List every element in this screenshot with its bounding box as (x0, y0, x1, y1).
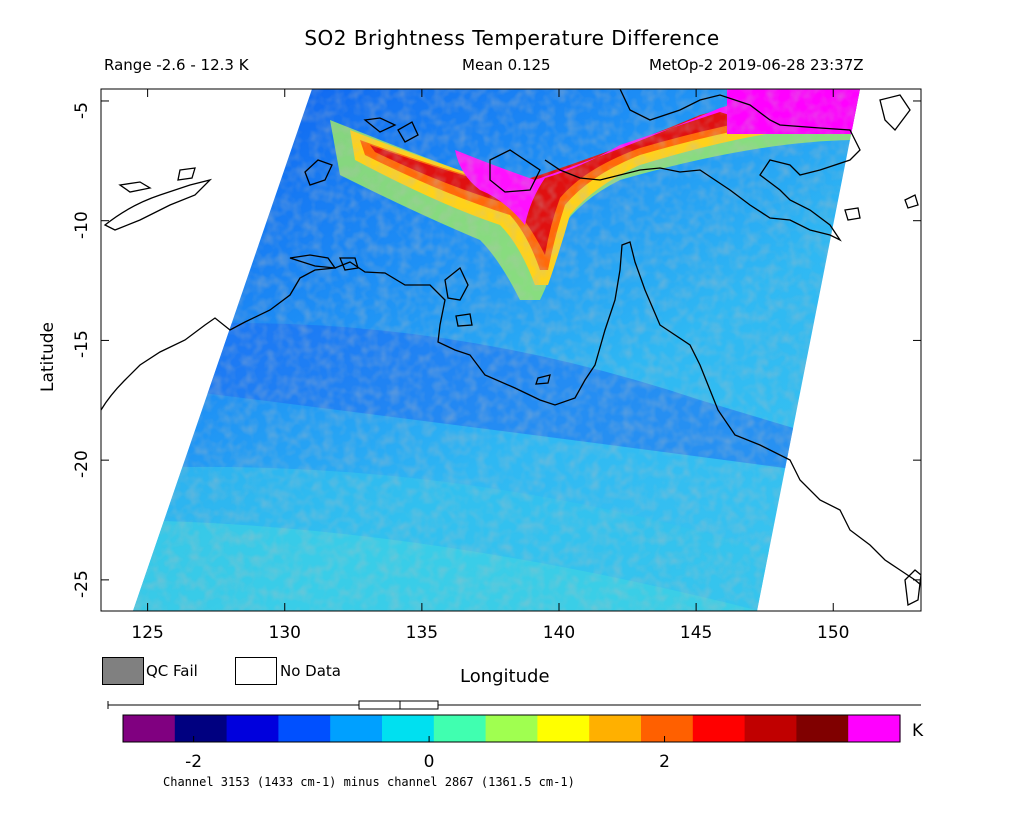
colorbar-segment (278, 715, 331, 742)
colorbar-segment (330, 715, 383, 742)
colorbar-segment (123, 715, 176, 742)
no-data-swatch (235, 657, 277, 685)
y-tick-label: -25 (72, 570, 92, 598)
x-axis-ticks (147, 89, 834, 611)
colorbar-tick-label: 0 (423, 752, 435, 772)
coastlines (101, 89, 921, 606)
colorbar-segment (796, 715, 849, 742)
plot-frame (100, 88, 922, 612)
colorbar-tickmarks (193, 736, 666, 742)
colorbar (123, 715, 901, 742)
colorbar-frame (122, 714, 901, 743)
colorbar-tick-label: 2 (659, 752, 670, 772)
colorbar-boxplot (107, 700, 921, 710)
colorbar-segment (382, 715, 435, 742)
y-axis-label: Latitude (38, 322, 58, 392)
chart-title: SO2 Brightness Temperature Difference (304, 26, 720, 50)
no-data-label: No Data (280, 662, 341, 680)
data-swath (133, 89, 860, 611)
colorbar-segment (744, 715, 797, 742)
qc-fail-swatch (102, 657, 144, 685)
colorbar-segment (641, 715, 694, 742)
y-axis-ticks (101, 100, 921, 581)
colorbar-unit: K (912, 721, 924, 741)
satellite-time-label: MetOp-2 2019-06-28 23:37Z (649, 56, 864, 74)
colorbar-segment (589, 715, 642, 742)
colorbar-tick-label: -2 (185, 752, 203, 772)
colorbar-segment (537, 715, 590, 742)
qc-fail-label: QC Fail (146, 662, 198, 680)
y-tick-label: -5 (72, 102, 92, 119)
colorbar-segment (226, 715, 279, 742)
x-tick-label: 150 (817, 623, 850, 643)
x-tick-label: 125 (131, 623, 164, 643)
colorbar-segment (174, 715, 228, 742)
y-tick-label: -15 (72, 330, 92, 359)
x-tick-label: 145 (679, 623, 713, 643)
y-tick-label: -20 (72, 450, 92, 479)
colorbar-segment (692, 715, 746, 742)
x-tick-label: 130 (268, 623, 301, 643)
colorbar-segment (848, 715, 901, 742)
colorbar-segment (433, 715, 487, 742)
channel-footnote: Channel 3153 (1433 cm-1) minus channel 2… (163, 775, 575, 789)
y-tick-label: -10 (72, 210, 92, 239)
x-tick-label: 140 (542, 623, 576, 643)
colorbar-segment (485, 715, 538, 742)
range-label: Range -2.6 - 12.3 K (104, 56, 249, 74)
x-tick-label: 135 (405, 623, 439, 643)
x-axis-label: Longitude (460, 666, 550, 687)
mean-label: Mean 0.125 (462, 56, 551, 74)
